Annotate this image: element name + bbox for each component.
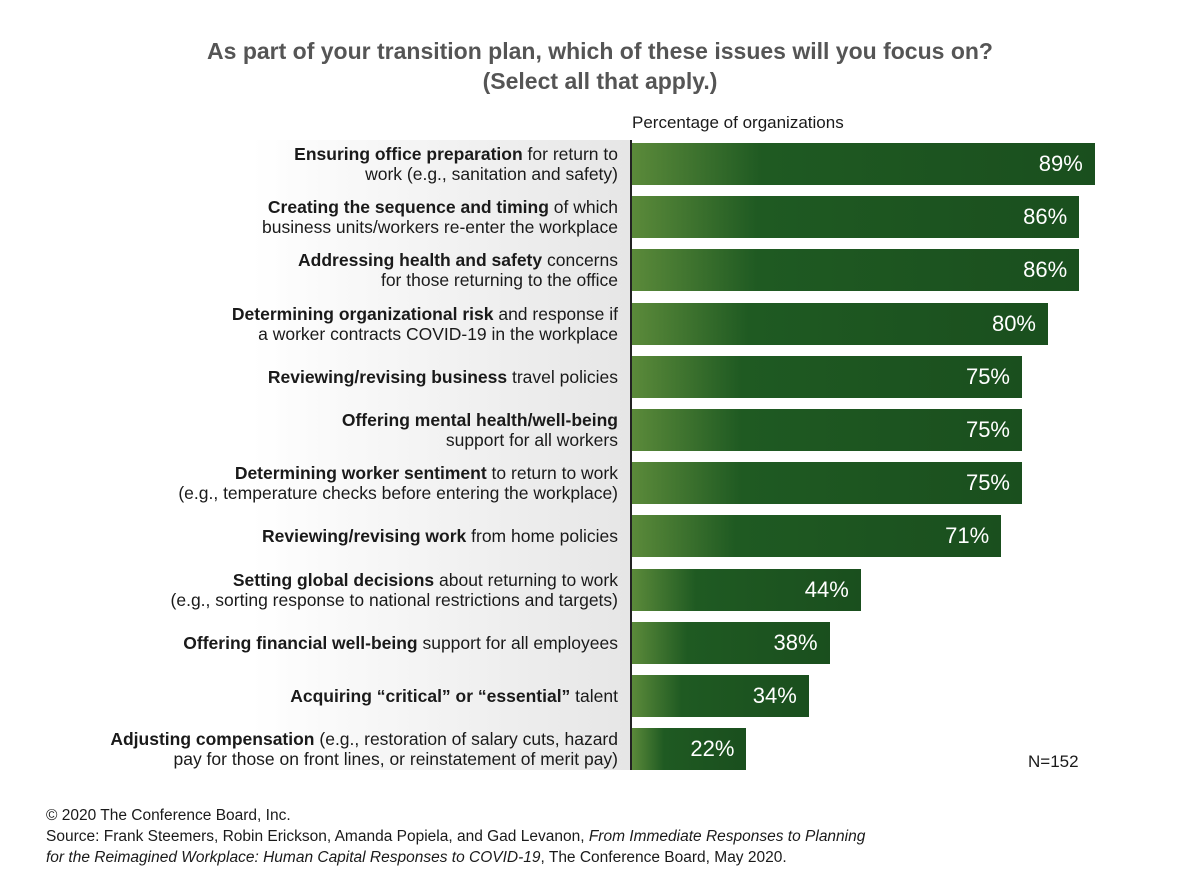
category-label-line2: support for all workers (445, 430, 618, 450)
label-panel (0, 140, 630, 770)
category-label-bold: Ensuring office preparation (294, 144, 523, 164)
bar-value-label-9: 44% (804, 576, 849, 602)
bar-value-label-11: 34% (752, 683, 797, 708)
bar-value-label-1: 89% (1038, 151, 1083, 176)
category-label-12: Adjusting compensation (e.g., restoratio… (0, 729, 618, 769)
category-label-6: Offering mental health/well-being support… (0, 410, 618, 450)
category-label-3: Addressing health and safety concerns for… (0, 250, 618, 290)
bar-value-label-3: 86% (1023, 257, 1068, 283)
category-label-line2: business units/workers re-enter the work… (262, 217, 618, 238)
category-label-line2: (e.g., sorting response to national rest… (170, 589, 618, 610)
category-label-bold: Setting global decisions (232, 569, 435, 590)
bar-value-label-5: 75% (965, 363, 1010, 389)
chart-title-line2: (Select all that apply.) (482, 68, 718, 94)
chart-title: As part of your transition plan, which o… (0, 36, 1200, 96)
source-suffix: , The Conference Board, May 2020. (540, 849, 787, 866)
category-label-line2: a worker contracts COVID-19 in the workp… (258, 323, 618, 344)
source-prefix: Source: Frank Steemers, Robin Erickson, … (46, 828, 589, 845)
category-label-line2: work (e.g., sanitation and safety) (365, 164, 618, 184)
bar-8 (632, 515, 1002, 558)
category-label-9: Setting global decisions about returning… (0, 570, 618, 610)
category-label-rest: talent (570, 686, 618, 706)
category-label-line2: pay for those on front lines, or reinsta… (173, 749, 618, 770)
bar-2 (632, 196, 1080, 239)
bar-value-label-2: 86% (1023, 204, 1068, 230)
source-title-2: for the Reimagined Workplace: Human Capi… (46, 849, 541, 866)
category-label-5: Reviewing/revising business travel polic… (0, 367, 618, 387)
copyright-text: © 2020 The Conference Board, Inc. (46, 807, 291, 824)
bar-value-label-12: 22% (690, 736, 735, 762)
bar-10 (632, 621, 830, 664)
category-label-bold: Determining worker sentiment (234, 463, 487, 484)
category-label-rest: about returning to work (434, 569, 618, 590)
category-label-bold: Acquiring “critical” or “essential” (290, 686, 571, 706)
bar-value-label-7: 75% (965, 470, 1010, 496)
category-label-rest: of which (548, 197, 618, 218)
axis-label: Percentage of organizations (632, 113, 844, 132)
bar-6 (632, 409, 1022, 451)
footer: © 2020 The Conference Board, Inc. Source… (46, 805, 865, 868)
category-label-bold: Reviewing/revising work (262, 526, 467, 547)
bar-value-label-6: 75% (965, 417, 1010, 442)
bar-7 (632, 462, 1022, 505)
category-label-bold: Creating the sequence and timing (267, 197, 549, 218)
category-label-11: Acquiring “critical” or “essential” tale… (0, 686, 618, 706)
bar-value-label-10: 38% (773, 629, 818, 655)
category-label-8: Reviewing/revising work from home polici… (0, 526, 618, 546)
category-label-bold: Offering mental health/well-being (341, 410, 618, 430)
category-label-bold: Determining organizational risk (231, 303, 494, 324)
bar-5 (632, 355, 1022, 398)
bar-12 (632, 728, 747, 771)
category-label-bold: Reviewing/revising business (267, 366, 508, 387)
bar-11 (632, 675, 809, 717)
category-label-rest: to return to work (486, 463, 618, 484)
category-label-4: Determining organizational risk and resp… (0, 304, 618, 344)
bar-4 (632, 302, 1048, 345)
category-label-bold: Offering financial well-being (183, 632, 418, 653)
bar-9 (632, 568, 861, 611)
bar-1 (632, 143, 1095, 185)
bar-value-label-8: 71% (945, 523, 990, 549)
category-label-10: Offering financial well-being support fo… (0, 633, 618, 653)
category-label-rest: concerns (542, 250, 618, 271)
sample-size-label: N=152 (1028, 752, 1079, 771)
source-line-2: for the Reimagined Workplace: Human Capi… (46, 847, 865, 868)
category-label-rest: travel policies (507, 366, 618, 387)
category-label-rest: for return to (522, 144, 618, 164)
source-line-1: Source: Frank Steemers, Robin Erickson, … (46, 826, 865, 847)
category-label-rest: from home policies (466, 526, 618, 547)
category-label-line2: (e.g., temperature checks before enterin… (178, 483, 618, 504)
category-label-7: Determining worker sentiment to return t… (0, 463, 618, 503)
category-label-1: Ensuring office preparation for return t… (0, 144, 618, 184)
category-label-line2: for those returning to the office (380, 270, 618, 291)
chart-title-line1: As part of your transition plan, which o… (207, 38, 993, 64)
source-title-1: From Immediate Responses to Planning (588, 828, 866, 845)
bar-3 (632, 249, 1080, 292)
category-label-bold: Adjusting compensation (110, 729, 315, 750)
axis-line (630, 140, 632, 770)
category-label-bold: Addressing health and safety (298, 250, 543, 271)
category-label-2: Creating the sequence and timing of whic… (0, 197, 618, 237)
category-label-rest: (e.g., restoration of salary cuts, hazar… (314, 729, 618, 750)
bar-value-label-4: 80% (991, 310, 1036, 336)
category-label-rest: support for all employees (417, 632, 618, 653)
category-label-rest: and response if (493, 303, 618, 324)
